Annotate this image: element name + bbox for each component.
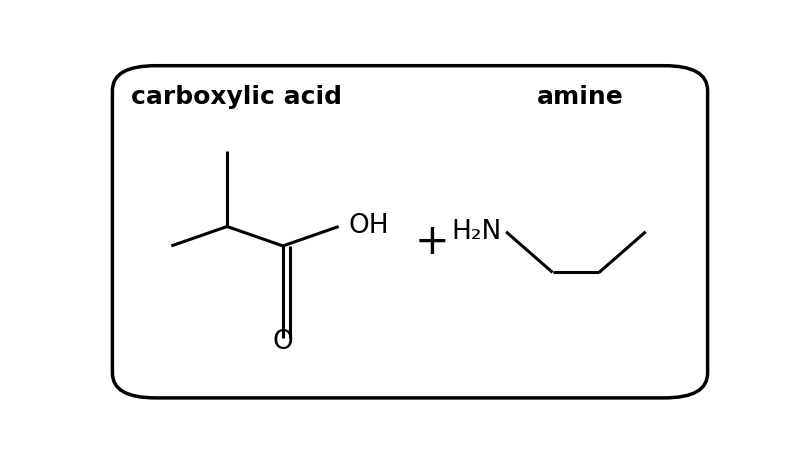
Text: +: +	[414, 221, 449, 263]
Text: OH: OH	[348, 213, 389, 240]
Text: amine: amine	[537, 85, 624, 110]
FancyBboxPatch shape	[112, 66, 708, 398]
Text: H₂N: H₂N	[451, 219, 502, 245]
Text: carboxylic acid: carboxylic acid	[131, 85, 342, 110]
Text: O: O	[273, 330, 294, 355]
